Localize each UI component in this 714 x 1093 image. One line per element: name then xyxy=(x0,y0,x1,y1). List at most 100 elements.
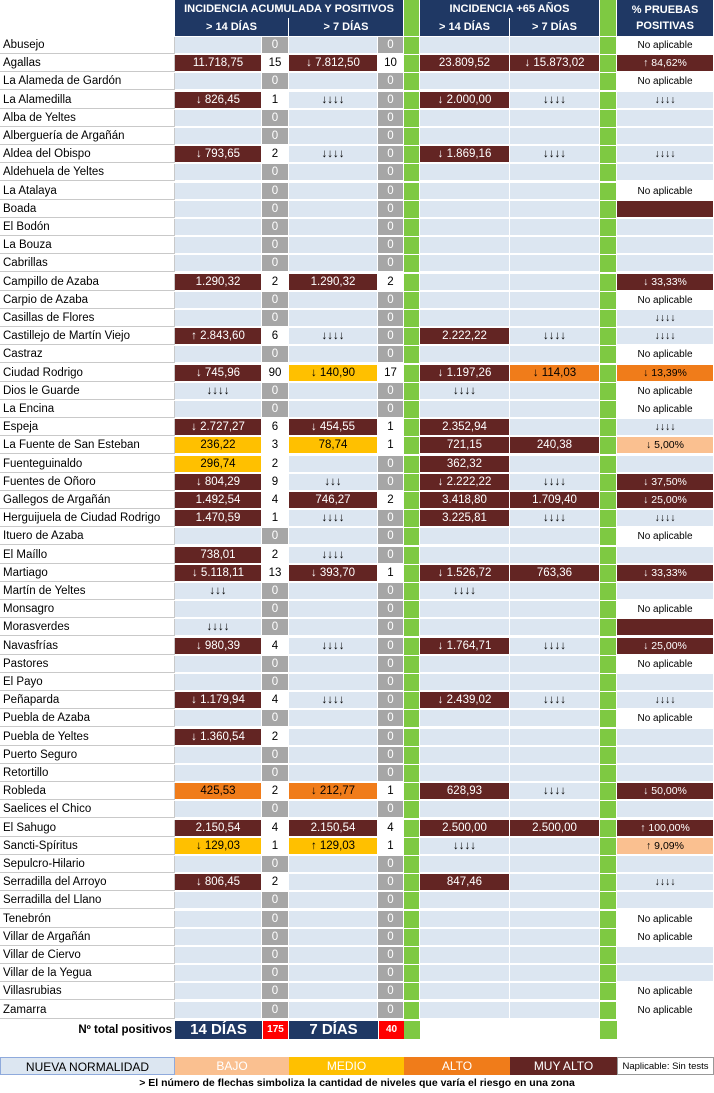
positive-tests-pct xyxy=(617,765,714,782)
incidence-14-days xyxy=(175,164,262,182)
positives-7-days: 0 xyxy=(378,601,404,619)
municipality-name: Morasverdes xyxy=(0,619,175,637)
table-row: Villar de Argañán 0 0 No aplicable xyxy=(0,928,714,947)
green-separator xyxy=(600,455,617,473)
municipality-name: Agallas xyxy=(0,55,175,73)
incidence-7-days: 1.290,32 xyxy=(289,273,378,291)
positives-14-days: 0 xyxy=(262,346,289,364)
table-row: Alberguería de Argañán 0 0 xyxy=(0,128,714,146)
positives-14-days: 2 xyxy=(262,728,289,746)
positive-tests-pct: No aplicable xyxy=(617,401,714,418)
incidence-65-14-days xyxy=(420,128,510,145)
positives-14-days: 4 xyxy=(262,637,289,655)
positive-tests-pct xyxy=(617,128,714,145)
incidence-65-7-days: ↓↓↓↓ xyxy=(510,91,600,109)
table-row: Espeja ↓ 2.727,27 6 ↓ 454,55 1 2.352,94 ↓↓↓↓ xyxy=(0,419,714,437)
incidence-14-days: 1.470,59 xyxy=(175,510,262,528)
table-row: Boada 0 0 xyxy=(0,200,714,219)
table-row: Abusejo 0 0 No aplicable xyxy=(0,37,714,55)
incidence-65-7-days: 1.709,40 xyxy=(510,492,600,509)
municipality-name: Dios le Guarde xyxy=(0,382,175,400)
incidence-65-14-days: ↓↓↓↓ xyxy=(420,382,510,400)
green-separator xyxy=(404,164,420,182)
positive-tests-pct: ↓↓↓↓ xyxy=(617,510,714,528)
green-separator xyxy=(404,437,420,455)
incidence-65-14-days xyxy=(420,37,510,54)
incidence-7-days xyxy=(289,128,378,145)
incidence-65-14-days: ↓ 2.000,00 xyxy=(420,91,510,109)
incidence-65-7-days xyxy=(510,983,600,1001)
positives-14-days: 0 xyxy=(262,601,289,619)
incidence-7-days: ↓ 212,77 xyxy=(289,783,378,801)
incidence-65-14-days xyxy=(420,73,510,91)
incidence-7-days xyxy=(289,892,378,910)
green-separator xyxy=(404,37,420,54)
positives-7-days: 0 xyxy=(378,801,404,819)
incidence-14-days xyxy=(175,37,262,54)
incidence-14-days: 296,74 xyxy=(175,455,262,473)
green-separator xyxy=(404,364,420,382)
incidence-65-14-days xyxy=(420,1001,510,1019)
positives-7-days: 1 xyxy=(378,437,404,455)
municipality-name: Casillas de Flores xyxy=(0,310,175,327)
table-row: Sancti-Spíritus ↓ 129,03 1 ↑ 129,03 1 ↓↓↓↓ ↑ 9… xyxy=(0,837,714,856)
incidence-65-7-days xyxy=(510,310,600,327)
positive-tests-pct: No aplicable xyxy=(617,601,714,619)
positive-tests-pct: No aplicable xyxy=(617,910,714,928)
table-row: Aldea del Obispo ↓ 793,65 2 ↓↓↓↓ 0 ↓ 1.869,16… xyxy=(0,146,714,164)
positive-tests-pct xyxy=(617,728,714,746)
positives-14-days: 0 xyxy=(262,983,289,1001)
table-row: Zamarra 0 0 No aplicable xyxy=(0,1001,714,1020)
positives-7-days: 0 xyxy=(378,856,404,873)
positives-7-days: 0 xyxy=(378,109,404,127)
incidence-65-14-days: 628,93 xyxy=(420,783,510,801)
green-separator xyxy=(600,419,617,437)
incidence-14-days xyxy=(175,892,262,910)
green-separator xyxy=(404,510,420,528)
positive-tests-pct: No aplicable xyxy=(617,1001,714,1019)
incidence-65-14-days xyxy=(420,728,510,746)
positives-7-days: 17 xyxy=(378,364,404,382)
incidence-14-days xyxy=(175,237,262,255)
positives-7-days: 0 xyxy=(378,546,404,564)
municipality-name: Villar de Ciervo xyxy=(0,947,175,964)
positives-14-days: 0 xyxy=(262,164,289,182)
incidence-14-days xyxy=(175,655,262,673)
positives-14-days: 1 xyxy=(262,91,289,109)
positive-tests-pct: No aplicable xyxy=(617,710,714,728)
incidence-65-14-days: 3.418,80 xyxy=(420,492,510,509)
subheader-65-14-dias: > 14 DÍAS xyxy=(420,18,510,36)
green-separator xyxy=(600,819,617,837)
positive-tests-pct xyxy=(617,455,714,473)
positives-14-days: 0 xyxy=(262,674,289,691)
positives-7-days: 0 xyxy=(378,219,404,236)
green-separator xyxy=(600,437,617,455)
incidence-14-days xyxy=(175,128,262,145)
green-separator xyxy=(404,674,420,691)
incidence-65-14-days: ↓↓↓↓ xyxy=(420,837,510,855)
green-separator xyxy=(600,546,617,564)
incidence-65-7-days xyxy=(510,546,600,564)
incidence-7-days xyxy=(289,310,378,327)
positive-tests-pct xyxy=(617,947,714,964)
green-separator xyxy=(404,546,420,564)
positives-14-days: 1 xyxy=(262,837,289,855)
municipality-name: Saelices el Chico xyxy=(0,801,175,819)
incidence-65-7-days: ↓ 114,03 xyxy=(510,364,600,382)
municipality-name: Puebla de Azaba xyxy=(0,710,175,728)
incidence-14-days: ↓ 804,29 xyxy=(175,473,262,491)
positives-7-days: 0 xyxy=(378,619,404,637)
incidence-65-14-days xyxy=(420,273,510,291)
municipality-name: Villar de la Yegua xyxy=(0,965,175,983)
incidence-65-14-days: 23.809,52 xyxy=(420,55,510,73)
positives-14-days: 0 xyxy=(262,310,289,327)
positives-14-days: 0 xyxy=(262,528,289,546)
table-row: Gallegos de Argañán 1.492,54 4 746,27 2 3.418… xyxy=(0,492,714,510)
incidence-7-days xyxy=(289,928,378,946)
positives-14-days: 0 xyxy=(262,73,289,91)
positives-14-days: 0 xyxy=(262,710,289,728)
table-row: Campillo de Azaba 1.290,32 2 1.290,32 2 ↓ 33,… xyxy=(0,273,714,292)
positives-14-days: 4 xyxy=(262,492,289,509)
green-separator xyxy=(404,73,420,91)
positives-14-days: 0 xyxy=(262,237,289,255)
